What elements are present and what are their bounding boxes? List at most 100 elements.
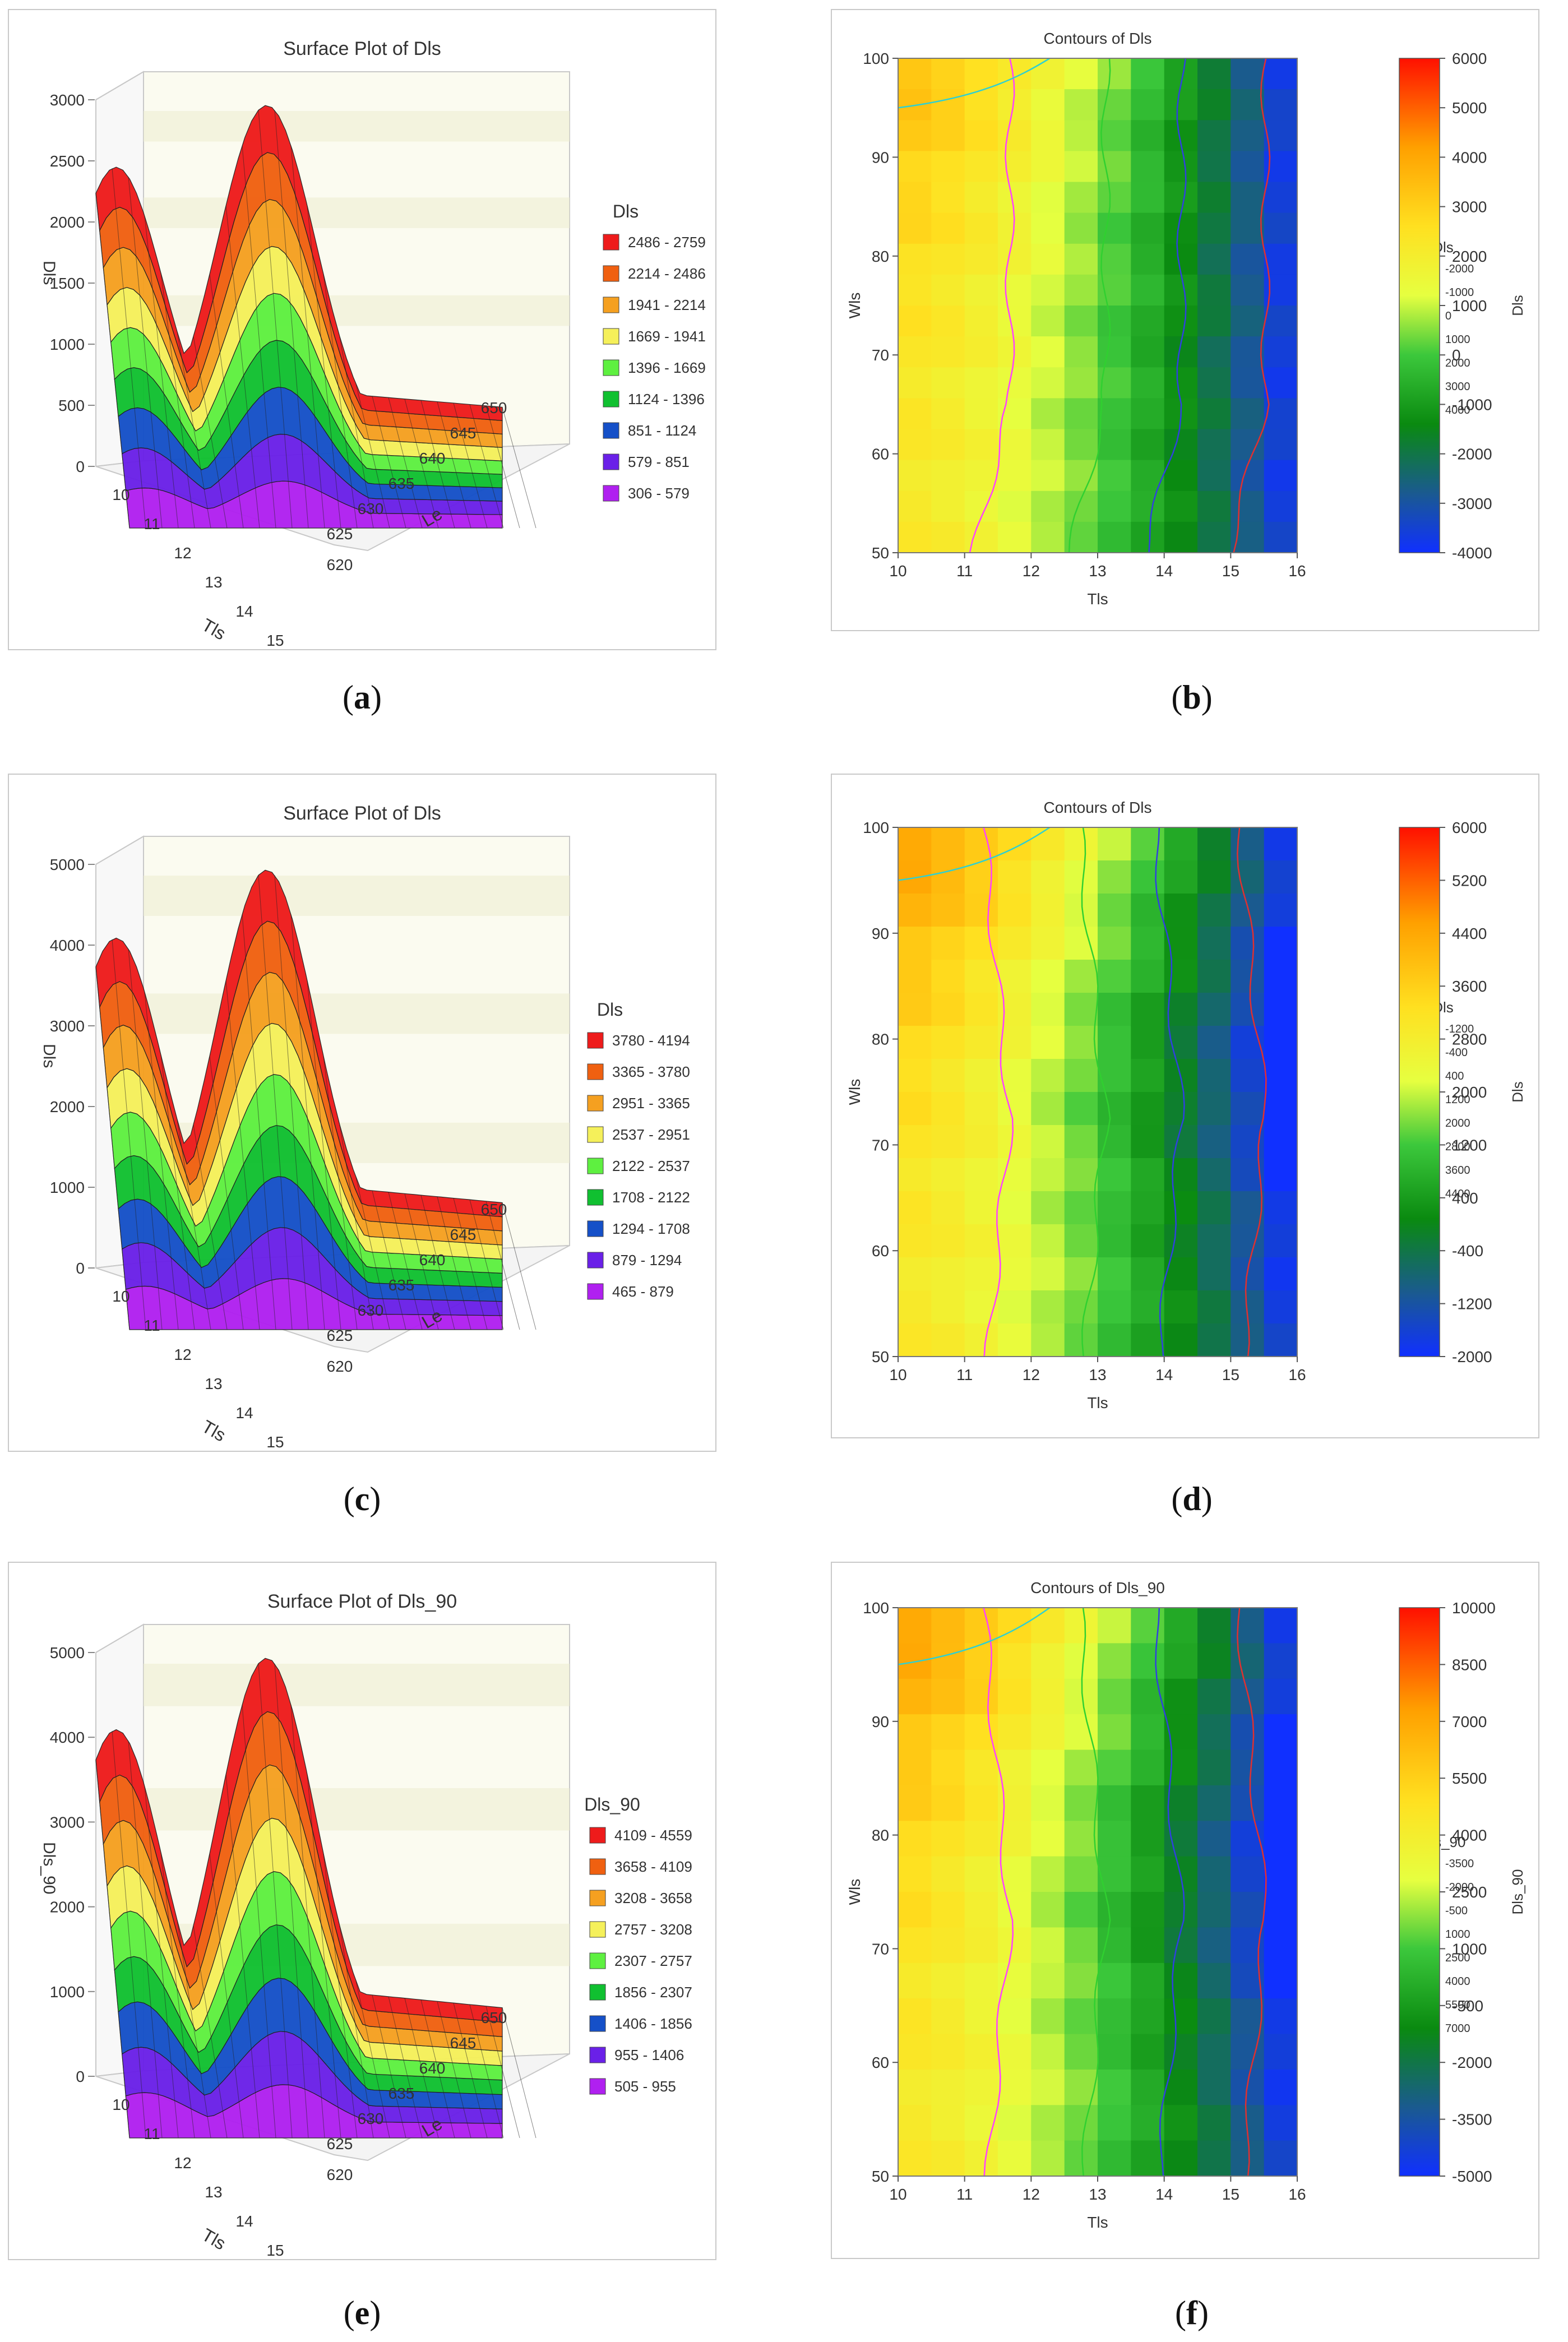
chart-title: Surface Plot of Dls — [283, 38, 441, 59]
mesh-line — [453, 402, 488, 529]
contour-cell — [898, 1092, 932, 1126]
contour-cell — [964, 1785, 998, 1822]
contour-cell — [1098, 521, 1132, 553]
y-tick-label: 640 — [419, 1251, 446, 1269]
contour-cell — [964, 429, 998, 461]
x-tick-label: 10 — [112, 1288, 129, 1305]
y-tick-label: 630 — [358, 1302, 384, 1319]
contour-cell — [1164, 182, 1198, 214]
contour-cell — [998, 429, 1032, 461]
colorbar-tick-label: 4000 — [1452, 149, 1487, 166]
legend-label: -500 — [1445, 1905, 1468, 1917]
colorbar-tick-label: 2000 — [1452, 248, 1487, 265]
contour-cell — [1264, 306, 1298, 337]
x-tick-label: 10 — [889, 1366, 906, 1383]
contour-cell — [998, 1821, 1032, 1857]
contour-cell — [931, 182, 965, 214]
contour-cell — [1197, 1998, 1232, 2035]
contour-cell — [1164, 894, 1198, 927]
contour-cell — [931, 1158, 965, 1192]
contour-cell — [1197, 243, 1232, 275]
contour-cell — [1264, 1856, 1298, 1892]
mesh-line — [404, 1998, 439, 2139]
x-tick-label: 16 — [1288, 2186, 1306, 2203]
contour-cell — [964, 1856, 998, 1892]
contour-cell — [1231, 306, 1265, 337]
contour-cell — [898, 1158, 932, 1192]
contour-chart-d: Contours of Dls 10 11 12 13 14 15 16 Tls 50 60 70 80… — [846, 799, 1526, 1411]
x-tick-label: 10 — [889, 562, 906, 580]
contour-cell — [998, 1714, 1032, 1751]
colorbar-tick-label: 4400 — [1452, 925, 1487, 942]
legend-label: 2500 — [1445, 1952, 1470, 1964]
contour-cell — [1064, 1998, 1098, 2035]
contour-cell — [1264, 860, 1298, 894]
contour-cell — [1064, 860, 1098, 894]
contour-cell — [1264, 182, 1298, 214]
contour-cell — [1131, 1059, 1165, 1093]
legend-label: -1200 — [1445, 1023, 1474, 1035]
contour-cell — [1164, 1158, 1198, 1192]
x-tick-label: 11 — [144, 1317, 160, 1334]
contour-cell — [1098, 1927, 1132, 1964]
contour-cell — [1031, 212, 1065, 244]
legend-swatch — [589, 2015, 606, 2032]
contour-line — [1081, 1607, 1111, 2177]
contour-cell — [1131, 367, 1165, 399]
contour-cell — [964, 212, 998, 244]
contour-cell — [1197, 1191, 1232, 1225]
contour-cell — [931, 460, 965, 492]
contour-cell — [964, 1892, 998, 1928]
contour-cell — [1264, 429, 1298, 461]
contour-cell — [931, 1678, 965, 1715]
mesh-line — [209, 1056, 244, 1330]
mesh-line — [469, 404, 504, 529]
contour-cell — [964, 151, 998, 183]
contour-cell — [931, 1963, 965, 2000]
legend-label: 955 - 1406 — [614, 2047, 684, 2063]
contour-cell — [931, 1257, 965, 1291]
contour-cell — [998, 2069, 1032, 2106]
contour-cell — [898, 1678, 932, 1715]
contour-cell — [1231, 182, 1265, 214]
caption-e: (e) — [343, 2294, 381, 2331]
contour-cell — [1197, 1927, 1232, 1964]
legend-swatch — [603, 297, 619, 313]
contour-cell — [998, 58, 1032, 90]
legend-swatch — [603, 359, 619, 376]
contour-cell — [1031, 1191, 1065, 1225]
contour-cell — [1098, 367, 1132, 399]
contour-cell — [1231, 274, 1265, 306]
contour-cell — [898, 1785, 932, 1822]
contour-cell — [1197, 1678, 1232, 1715]
contour-cell — [1231, 1785, 1265, 1822]
z-tick-label: 0 — [76, 1260, 85, 1277]
contour-cell — [1031, 2105, 1065, 2141]
contour-cell — [1131, 1290, 1165, 1324]
mesh-line — [242, 1704, 276, 2139]
contour-cell — [1264, 58, 1298, 90]
x-tick-label: 12 — [174, 544, 191, 562]
contour-cell — [1098, 1191, 1132, 1225]
z-axis-label: Dls_90 — [40, 1842, 58, 1894]
contour-line — [983, 827, 1014, 1357]
contour-cell — [1131, 1125, 1165, 1159]
contour-cell — [1098, 1892, 1132, 1928]
contour-cell — [964, 1191, 998, 1225]
legend-swatch — [603, 485, 619, 502]
contour-cell — [998, 1290, 1032, 1324]
contour-cell — [1064, 243, 1098, 275]
x-tick-label: 13 — [205, 573, 222, 591]
contour-cell — [931, 1026, 965, 1059]
contour-cell — [964, 2105, 998, 2141]
colorbar-tick-label: 1200 — [1452, 1136, 1487, 1154]
contour-cell — [1197, 429, 1232, 461]
contour-cell — [1164, 1892, 1198, 1928]
z-tick-label: 4000 — [50, 1729, 85, 1746]
contour-cell — [998, 2140, 1032, 2177]
contour-cell — [898, 212, 932, 244]
contour-cell — [1131, 1785, 1165, 1822]
x-tick-label: 13 — [1089, 2186, 1106, 2203]
contour-cell — [1164, 2140, 1198, 2177]
contour-cell — [1197, 1158, 1232, 1192]
